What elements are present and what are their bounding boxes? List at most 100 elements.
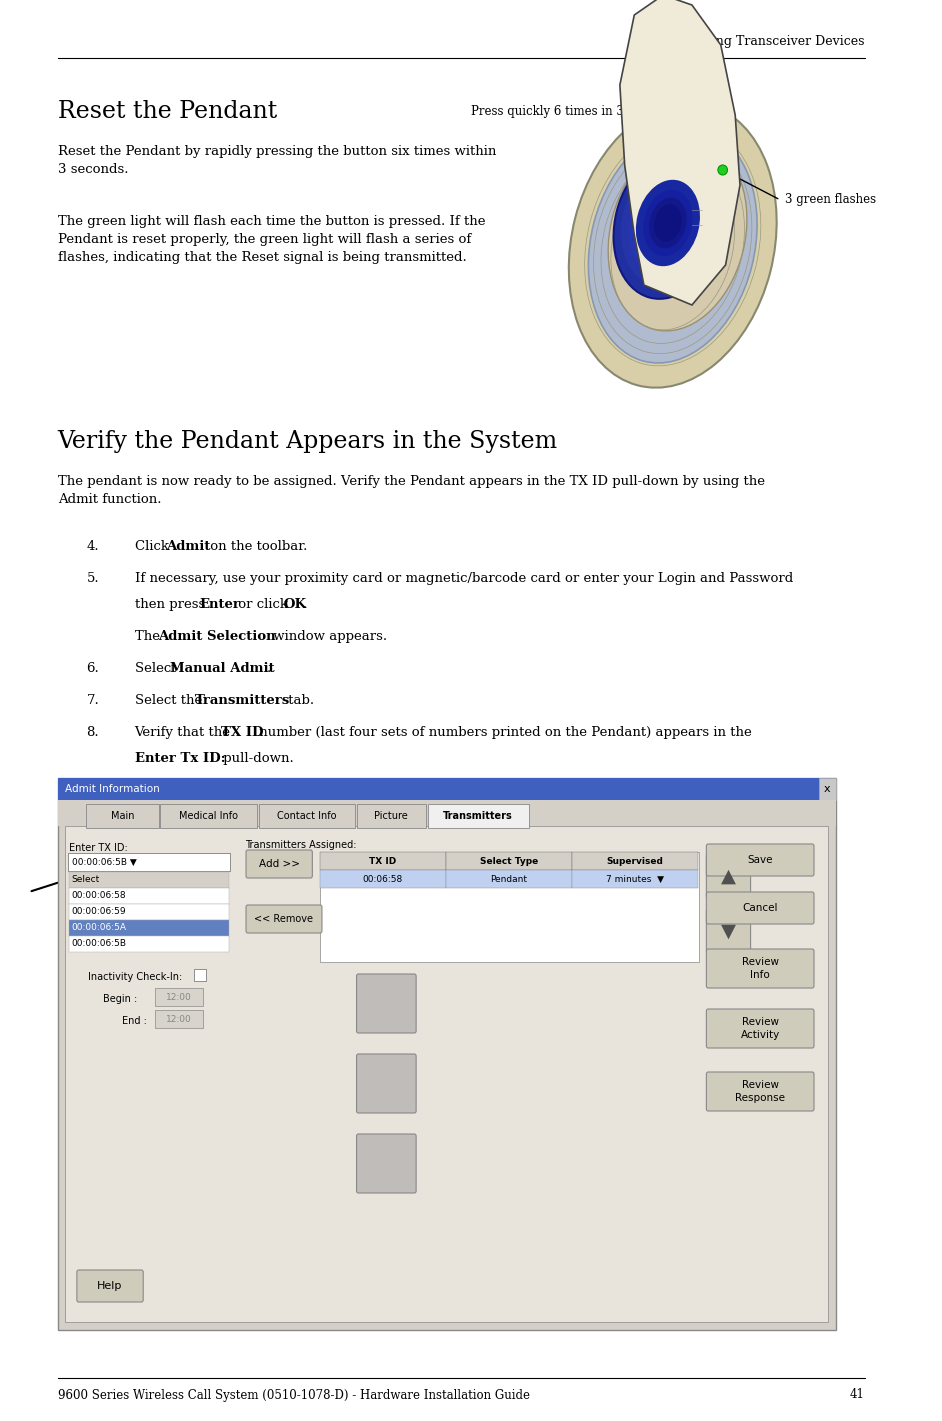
FancyBboxPatch shape (706, 949, 814, 988)
Text: 7.: 7. (87, 693, 99, 708)
Text: number (last four sets of numbers printed on the Pendant) appears in the: number (last four sets of numbers printe… (254, 726, 752, 739)
Text: 00:00:06:5B: 00:00:06:5B (71, 939, 126, 948)
Text: Inactivity Check-In:: Inactivity Check-In: (89, 972, 183, 982)
Text: ▲: ▲ (721, 867, 736, 885)
Bar (572, 870, 698, 888)
Text: 3 green flashes: 3 green flashes (786, 193, 876, 206)
Text: 7 minutes  ▼: 7 minutes ▼ (606, 874, 664, 884)
Ellipse shape (649, 198, 687, 249)
Text: Manual Admit: Manual Admit (171, 662, 275, 675)
FancyBboxPatch shape (154, 1010, 203, 1027)
Polygon shape (620, 0, 740, 306)
Text: Transmitters: Transmitters (444, 811, 513, 821)
Text: tab.: tab. (284, 693, 314, 708)
Text: Pendant: Pendant (491, 874, 528, 884)
Text: Select: Select (71, 875, 99, 884)
Text: 41: 41 (850, 1388, 865, 1401)
Text: 5.: 5. (87, 573, 99, 585)
Text: Enter Tx ID:: Enter Tx ID: (135, 752, 225, 764)
FancyBboxPatch shape (68, 853, 230, 871)
Ellipse shape (654, 205, 682, 242)
Text: Enter: Enter (199, 598, 240, 611)
Text: 4.: 4. (87, 540, 99, 553)
Bar (320, 853, 699, 962)
FancyBboxPatch shape (356, 973, 416, 1033)
Bar (446, 870, 572, 888)
Text: If necessary, use your proximity card or magnetic/barcode card or enter your Log: If necessary, use your proximity card or… (135, 573, 793, 585)
Text: The: The (135, 630, 164, 642)
FancyBboxPatch shape (356, 1134, 416, 1194)
Text: 12:00: 12:00 (166, 992, 191, 1002)
Ellipse shape (621, 159, 715, 286)
Text: 9600 Series Wireless Call System (0510-1078-D) - Hardware Installation Guide: 9600 Series Wireless Call System (0510-1… (57, 1388, 529, 1401)
Text: Click: Click (135, 540, 172, 553)
FancyBboxPatch shape (706, 854, 751, 898)
Text: Help: Help (97, 1280, 122, 1292)
FancyBboxPatch shape (154, 988, 203, 1006)
Text: Select the: Select the (135, 693, 206, 708)
Text: 8.: 8. (87, 726, 99, 739)
Ellipse shape (569, 102, 776, 388)
Text: or click: or click (235, 598, 293, 611)
Bar (57, 779, 836, 1330)
Text: OK: OK (284, 598, 307, 611)
FancyBboxPatch shape (87, 804, 158, 828)
FancyBboxPatch shape (258, 804, 354, 828)
Text: .: . (268, 662, 271, 675)
Text: 00:00:06:5B ▼: 00:00:06:5B ▼ (73, 857, 137, 867)
Text: The green light will flash each time the button is pressed. If the
Pendant is re: The green light will flash each time the… (57, 215, 485, 264)
Text: Select: Select (135, 662, 180, 675)
Bar (320, 853, 446, 870)
Text: Medical Info: Medical Info (179, 811, 238, 821)
Text: Press quickly 6 times in 3 seconds: Press quickly 6 times in 3 seconds (471, 105, 675, 118)
FancyBboxPatch shape (706, 1009, 814, 1049)
Bar (69, 888, 229, 904)
Text: pull-down.: pull-down. (219, 752, 294, 764)
FancyBboxPatch shape (160, 804, 256, 828)
Bar (69, 919, 229, 936)
FancyBboxPatch shape (706, 844, 814, 875)
Text: Reset the Pendant: Reset the Pendant (57, 99, 277, 124)
Bar (320, 870, 446, 888)
Text: Verify that the: Verify that the (135, 726, 235, 739)
Text: .: . (302, 598, 307, 611)
FancyBboxPatch shape (77, 1270, 143, 1302)
Bar (57, 800, 836, 826)
Text: Admit Information: Admit Information (65, 784, 160, 794)
Text: Verify the Pendant Appears in the System: Verify the Pendant Appears in the System (57, 431, 558, 453)
Text: Select Type: Select Type (479, 857, 538, 865)
FancyBboxPatch shape (356, 804, 426, 828)
FancyBboxPatch shape (246, 905, 322, 934)
Text: 6.: 6. (87, 662, 99, 675)
Bar (446, 853, 572, 870)
FancyBboxPatch shape (706, 892, 814, 924)
Text: Review
Activity: Review Activity (740, 1017, 780, 1040)
Bar (65, 826, 828, 1322)
Circle shape (718, 165, 727, 175)
FancyBboxPatch shape (706, 1071, 814, 1111)
Text: The pendant is now ready to be assigned. Verify the Pendant appears in the TX ID: The pendant is now ready to be assigned.… (57, 475, 765, 506)
FancyBboxPatch shape (706, 909, 751, 953)
Text: Main: Main (111, 811, 135, 821)
Text: Installing Transceiver Devices: Installing Transceiver Devices (673, 36, 865, 48)
Text: TX ID: TX ID (369, 857, 397, 865)
Bar (69, 936, 229, 952)
Text: << Remove: << Remove (254, 914, 313, 924)
Ellipse shape (609, 139, 747, 331)
Text: 00:00:06:58: 00:00:06:58 (71, 891, 125, 901)
Text: 12:00: 12:00 (166, 1015, 191, 1023)
Ellipse shape (613, 151, 723, 298)
Ellipse shape (643, 190, 692, 256)
Text: on the toolbar.: on the toolbar. (205, 540, 307, 553)
Text: Supervised: Supervised (607, 857, 663, 865)
Bar (69, 904, 229, 919)
Text: then press: then press (135, 598, 209, 611)
Text: End :: End : (122, 1016, 147, 1026)
Bar (572, 853, 698, 870)
Text: Picture: Picture (374, 811, 408, 821)
Text: ▼: ▼ (721, 921, 736, 941)
FancyBboxPatch shape (356, 1054, 416, 1113)
Bar (69, 872, 229, 888)
Text: Review
Response: Review Response (735, 1080, 786, 1103)
Text: Transmitters: Transmitters (195, 693, 290, 708)
